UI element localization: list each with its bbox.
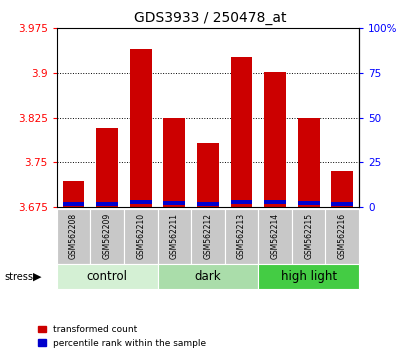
- Bar: [96, 202, 118, 206]
- Text: ▶: ▶: [33, 272, 41, 282]
- Bar: [90, 209, 124, 264]
- Text: GSM562216: GSM562216: [338, 213, 347, 259]
- Bar: [57, 264, 158, 289]
- Text: GSM562214: GSM562214: [270, 213, 280, 259]
- Bar: [63, 202, 84, 206]
- Legend: transformed count, percentile rank within the sample: transformed count, percentile rank withi…: [38, 325, 207, 348]
- Bar: [231, 57, 252, 207]
- Bar: [298, 201, 320, 205]
- Bar: [57, 209, 90, 264]
- Text: GDS3933 / 250478_at: GDS3933 / 250478_at: [134, 11, 286, 25]
- Bar: [331, 202, 353, 206]
- Text: dark: dark: [194, 270, 221, 283]
- Text: GSM562212: GSM562212: [203, 213, 213, 259]
- Bar: [298, 118, 320, 207]
- Bar: [197, 143, 219, 207]
- Bar: [258, 264, 359, 289]
- Bar: [124, 209, 158, 264]
- Bar: [331, 171, 353, 207]
- Text: GSM562211: GSM562211: [170, 213, 179, 259]
- Bar: [258, 209, 292, 264]
- Bar: [264, 200, 286, 204]
- Bar: [130, 49, 152, 207]
- Text: GSM562209: GSM562209: [102, 213, 112, 259]
- Text: GSM562215: GSM562215: [304, 213, 313, 259]
- Bar: [225, 209, 258, 264]
- Bar: [96, 128, 118, 207]
- Bar: [63, 182, 84, 207]
- Bar: [163, 201, 185, 205]
- Text: GSM562210: GSM562210: [136, 213, 145, 259]
- Bar: [163, 118, 185, 207]
- Bar: [158, 209, 191, 264]
- Bar: [191, 209, 225, 264]
- Bar: [264, 72, 286, 207]
- Text: GSM562208: GSM562208: [69, 213, 78, 259]
- Text: GSM562213: GSM562213: [237, 213, 246, 259]
- Text: high light: high light: [281, 270, 337, 283]
- Bar: [158, 264, 258, 289]
- Bar: [326, 209, 359, 264]
- Bar: [197, 202, 219, 206]
- Bar: [231, 200, 252, 204]
- Text: stress: stress: [4, 272, 33, 282]
- Text: control: control: [87, 270, 128, 283]
- Bar: [130, 200, 152, 204]
- Bar: [292, 209, 326, 264]
